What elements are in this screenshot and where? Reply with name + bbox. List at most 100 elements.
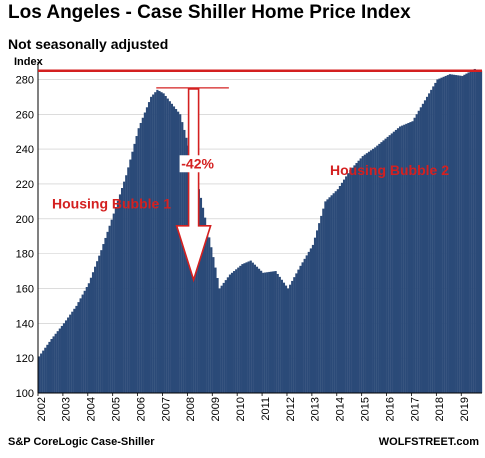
bar xyxy=(450,74,454,394)
bar xyxy=(303,258,306,393)
x-tick-label: 2014 xyxy=(335,397,347,421)
bar xyxy=(44,347,47,393)
bar xyxy=(91,272,95,393)
bar xyxy=(50,338,53,393)
bar xyxy=(369,150,373,393)
bar xyxy=(289,284,292,393)
bar xyxy=(386,136,389,393)
bar xyxy=(120,188,124,393)
bar xyxy=(210,247,213,393)
bar xyxy=(309,248,313,393)
bar xyxy=(324,201,327,393)
bar xyxy=(127,167,130,393)
bar xyxy=(147,102,151,393)
bar xyxy=(295,273,298,393)
bar xyxy=(419,107,422,393)
bar xyxy=(243,263,246,393)
credit-note: WOLFSTREET.com xyxy=(378,436,479,448)
x-tick-label: 2017 xyxy=(409,397,421,421)
annotation-bubble-1: Housing Bubble 1 xyxy=(52,195,171,211)
y-tick-label: 180 xyxy=(16,249,34,261)
bar xyxy=(166,98,169,393)
bar xyxy=(249,260,252,393)
bars-group xyxy=(38,68,483,394)
bar xyxy=(266,272,269,393)
annotations: Housing Bubble 1 -42% Housing Bubble 2 xyxy=(38,69,482,283)
bar xyxy=(457,75,460,394)
bar xyxy=(421,103,425,393)
x-tick-label: 2013 xyxy=(310,397,322,421)
bar xyxy=(239,265,242,393)
bar xyxy=(98,255,101,393)
bar xyxy=(96,261,99,393)
bar xyxy=(183,129,186,393)
y-tick-label: 120 xyxy=(16,353,34,365)
x-tick-label: 2016 xyxy=(384,397,396,421)
bar xyxy=(141,117,144,393)
bar xyxy=(168,101,171,393)
y-tick-label: 280 xyxy=(16,74,34,86)
bar xyxy=(42,350,45,393)
bar xyxy=(108,225,111,393)
bar xyxy=(473,68,476,393)
bar xyxy=(305,255,308,393)
bar xyxy=(376,145,379,393)
bar xyxy=(106,231,109,393)
bar xyxy=(413,117,416,393)
bar xyxy=(67,317,70,393)
bar xyxy=(394,129,398,393)
bar xyxy=(81,294,84,393)
bar xyxy=(60,325,64,393)
bar xyxy=(135,136,138,394)
bar xyxy=(440,77,443,394)
bar xyxy=(432,86,435,393)
bar xyxy=(112,213,115,393)
bar xyxy=(208,237,211,393)
bar xyxy=(187,145,190,393)
bar xyxy=(224,280,227,393)
x-tick-label: 2010 xyxy=(235,397,247,421)
bar xyxy=(438,78,441,394)
bar xyxy=(116,200,120,393)
bar xyxy=(311,244,315,393)
bar xyxy=(79,298,82,393)
bar xyxy=(409,122,412,393)
bar xyxy=(235,269,238,393)
bar xyxy=(233,271,236,393)
bar xyxy=(359,158,362,393)
bar xyxy=(137,128,140,393)
bar xyxy=(230,272,234,393)
bar xyxy=(357,160,360,393)
bar xyxy=(388,135,391,394)
y-axis-label: Index xyxy=(14,56,43,68)
bar xyxy=(164,95,167,393)
bar xyxy=(403,124,406,393)
bar xyxy=(257,268,261,393)
bar xyxy=(318,223,321,393)
annotation-bubble-2: Housing Bubble 2 xyxy=(330,162,449,178)
bar xyxy=(255,266,259,393)
bar xyxy=(197,189,200,393)
axes xyxy=(37,62,482,394)
bar xyxy=(467,72,470,393)
bar xyxy=(276,273,279,393)
bar xyxy=(218,288,221,393)
bar xyxy=(133,143,136,393)
y-tick-labels: 100 120 140 160 180 200 220 240 260 280 xyxy=(16,74,34,400)
bar xyxy=(444,75,447,393)
bar xyxy=(71,311,74,393)
bar xyxy=(241,264,244,393)
bar xyxy=(160,92,163,393)
bar xyxy=(338,185,342,393)
x-tick-label: 2003 xyxy=(61,397,73,421)
bar xyxy=(465,73,468,394)
y-tick-label: 100 xyxy=(16,388,34,400)
x-tick-label: 2006 xyxy=(135,397,147,421)
bar xyxy=(367,151,371,393)
bar xyxy=(313,237,317,393)
bar xyxy=(372,148,375,393)
bar xyxy=(328,197,331,393)
bar xyxy=(326,199,329,393)
bar xyxy=(334,191,337,393)
